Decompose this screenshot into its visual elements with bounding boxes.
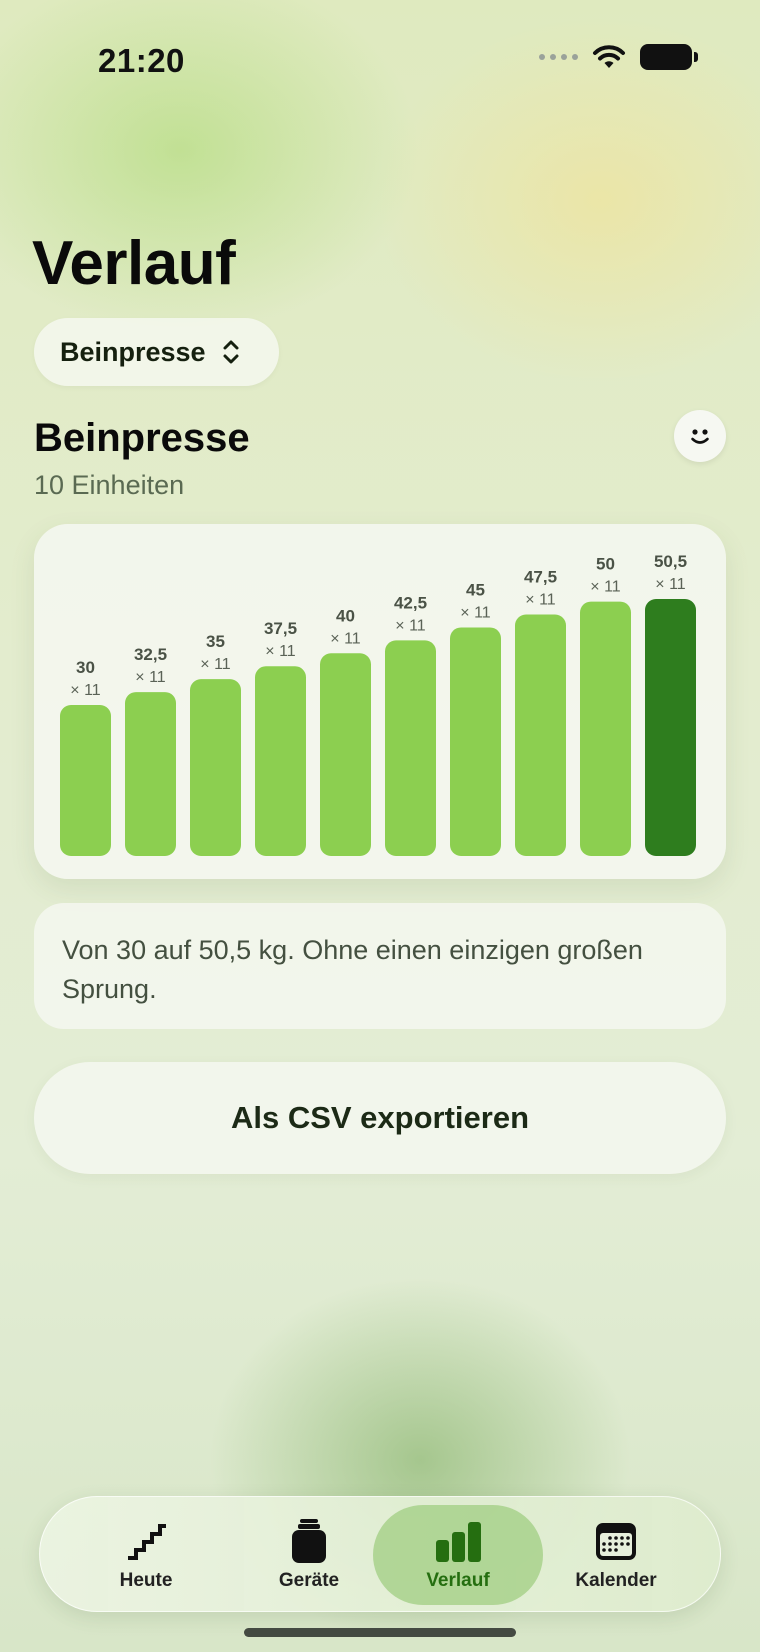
chevron-up-down-icon <box>223 340 239 364</box>
tab-heute[interactable]: Heute <box>61 1505 231 1605</box>
bar-value-label: 47,5 <box>524 568 557 587</box>
chart-bar <box>255 666 306 856</box>
home-indicator <box>244 1628 516 1637</box>
export-csv-label: Als CSV exportieren <box>230 1100 530 1135</box>
bar-value-label: 32,5 <box>134 645 167 664</box>
bar-value-label: 42,5 <box>394 593 427 612</box>
tab-label: Verlauf <box>426 1570 490 1591</box>
bar-reps-label: × 11 <box>70 682 101 699</box>
chart-bar <box>125 692 176 856</box>
tab-label: Kalender <box>575 1570 657 1591</box>
tab-label: Geräte <box>278 1570 340 1591</box>
calendar-icon <box>596 1523 636 1560</box>
chart-bar <box>190 679 241 856</box>
chart-bar <box>320 653 371 856</box>
bar-value-label: 35 <box>206 632 225 651</box>
picker-label: Beinpresse <box>60 336 206 367</box>
bar-chart: 30 × 11 32,5 × 11 35 × 11 37,5 × 11 40 × 11 42,5 × … <box>60 552 696 856</box>
jar-icon <box>292 1519 326 1563</box>
summary-text: Von 30 auf 50,5 kg. Ohne einen einzigen … <box>62 935 643 1004</box>
bar-reps-label: × 11 <box>525 592 556 609</box>
status-icons <box>539 44 698 70</box>
bar-value-label: 37,5 <box>264 619 297 638</box>
cellular-signal-icon <box>539 54 578 60</box>
progress-chart: 30 × 11 32,5 × 11 35 × 11 37,5 × 11 40 × 11 42,5 × … <box>34 524 726 879</box>
bar-chart-icon <box>436 1522 481 1562</box>
bar-value-label: 40 <box>336 606 355 625</box>
smiley-face-icon <box>691 429 709 444</box>
chart-bar <box>645 599 696 856</box>
bar-value-label: 50,5 <box>654 552 687 571</box>
status-time: 21:20 <box>98 42 185 79</box>
chart-bar <box>580 601 631 856</box>
chart-bar <box>385 640 436 856</box>
tab-bar: Heute Geräte Verlauf Kalender <box>39 1496 721 1612</box>
exercise-picker[interactable]: Beinpresse <box>34 318 279 386</box>
chart-bar <box>515 614 566 856</box>
bar-value-label: 45 <box>466 580 485 599</box>
section-title: Beinpresse <box>34 416 250 460</box>
bar-reps-label: × 11 <box>200 656 231 673</box>
bar-value-label: 30 <box>76 658 95 677</box>
page-title: Verlauf <box>32 229 236 298</box>
bar-reps-label: × 11 <box>330 630 361 647</box>
bar-reps-label: × 11 <box>655 576 686 593</box>
mood-button[interactable] <box>674 410 726 462</box>
bar-reps-label: × 11 <box>265 643 296 660</box>
battery-icon <box>640 44 698 70</box>
bar-reps-label: × 11 <box>460 604 491 621</box>
bar-reps-label: × 11 <box>395 617 426 634</box>
wifi-icon <box>593 45 625 68</box>
summary-card: Von 30 auf 50,5 kg. Ohne einen einzigen … <box>34 903 726 1029</box>
chart-bar <box>60 705 111 856</box>
tab-verlauf[interactable]: Verlauf <box>373 1505 543 1605</box>
bar-reps-label: × 11 <box>135 669 166 686</box>
chart-bar <box>450 627 501 856</box>
export-csv-button[interactable]: Als CSV exportieren <box>34 1062 726 1174</box>
tab-label: Heute <box>119 1570 173 1591</box>
stairs-icon <box>128 1524 166 1560</box>
tab-kalender[interactable]: Kalender <box>531 1505 701 1605</box>
tab-geraete[interactable]: Geräte <box>224 1505 394 1605</box>
bar-reps-label: × 11 <box>590 579 621 596</box>
bar-value-label: 50 <box>596 555 615 574</box>
session-count: 10 Einheiten <box>34 470 185 500</box>
